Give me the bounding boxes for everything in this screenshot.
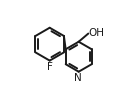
Text: N: N [74,73,82,83]
Text: F: F [47,62,53,72]
Text: OH: OH [89,28,105,38]
